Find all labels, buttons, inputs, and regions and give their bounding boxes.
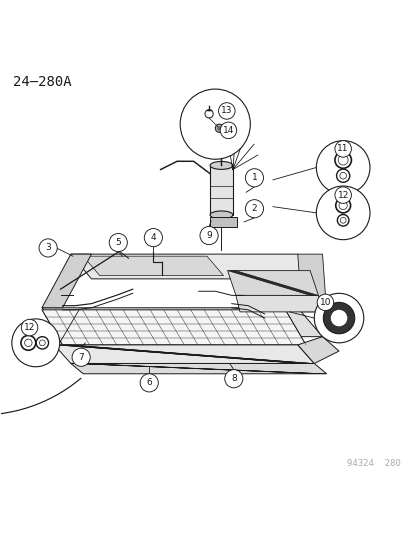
Circle shape xyxy=(199,227,218,245)
Circle shape xyxy=(217,126,221,131)
Polygon shape xyxy=(209,217,236,227)
Circle shape xyxy=(218,103,235,119)
Circle shape xyxy=(334,187,351,204)
Circle shape xyxy=(220,122,236,139)
Circle shape xyxy=(218,147,228,157)
Text: 10: 10 xyxy=(319,298,330,307)
Text: 7: 7 xyxy=(78,353,84,362)
Circle shape xyxy=(180,89,250,159)
Polygon shape xyxy=(71,254,322,279)
Text: 12: 12 xyxy=(24,323,35,332)
Text: 4: 4 xyxy=(150,233,156,242)
Text: 12: 12 xyxy=(337,191,348,200)
Circle shape xyxy=(316,294,333,311)
Circle shape xyxy=(140,374,158,392)
Circle shape xyxy=(245,200,263,218)
Ellipse shape xyxy=(209,211,232,219)
Circle shape xyxy=(72,348,90,366)
Circle shape xyxy=(330,310,347,326)
Polygon shape xyxy=(42,310,305,345)
Circle shape xyxy=(313,293,363,343)
Polygon shape xyxy=(83,256,223,276)
Text: 11: 11 xyxy=(337,144,348,154)
Circle shape xyxy=(12,319,59,367)
Polygon shape xyxy=(42,254,91,308)
Circle shape xyxy=(21,319,38,336)
Text: 24–280A: 24–280A xyxy=(13,75,71,88)
Circle shape xyxy=(334,141,351,157)
Polygon shape xyxy=(71,364,326,374)
Circle shape xyxy=(224,370,242,388)
Text: 3: 3 xyxy=(45,244,51,253)
Text: 2: 2 xyxy=(251,204,256,213)
Circle shape xyxy=(245,169,263,187)
Circle shape xyxy=(39,239,57,257)
Circle shape xyxy=(215,124,223,132)
Ellipse shape xyxy=(209,161,232,169)
Circle shape xyxy=(144,229,162,247)
Polygon shape xyxy=(227,271,318,295)
Polygon shape xyxy=(235,295,322,312)
Circle shape xyxy=(323,302,354,334)
Text: 94324  280: 94324 280 xyxy=(347,459,400,468)
Text: 8: 8 xyxy=(230,374,236,383)
Polygon shape xyxy=(297,337,338,364)
Polygon shape xyxy=(54,345,313,364)
Circle shape xyxy=(316,186,369,240)
Polygon shape xyxy=(209,165,232,215)
Text: 14: 14 xyxy=(222,126,234,135)
Text: 1: 1 xyxy=(251,173,257,182)
Circle shape xyxy=(316,141,369,195)
Circle shape xyxy=(109,233,127,252)
Polygon shape xyxy=(297,254,326,312)
Text: 13: 13 xyxy=(221,107,232,116)
Text: 5: 5 xyxy=(115,238,121,247)
Text: 9: 9 xyxy=(206,231,211,240)
Polygon shape xyxy=(42,308,322,337)
Text: 6: 6 xyxy=(146,378,152,387)
